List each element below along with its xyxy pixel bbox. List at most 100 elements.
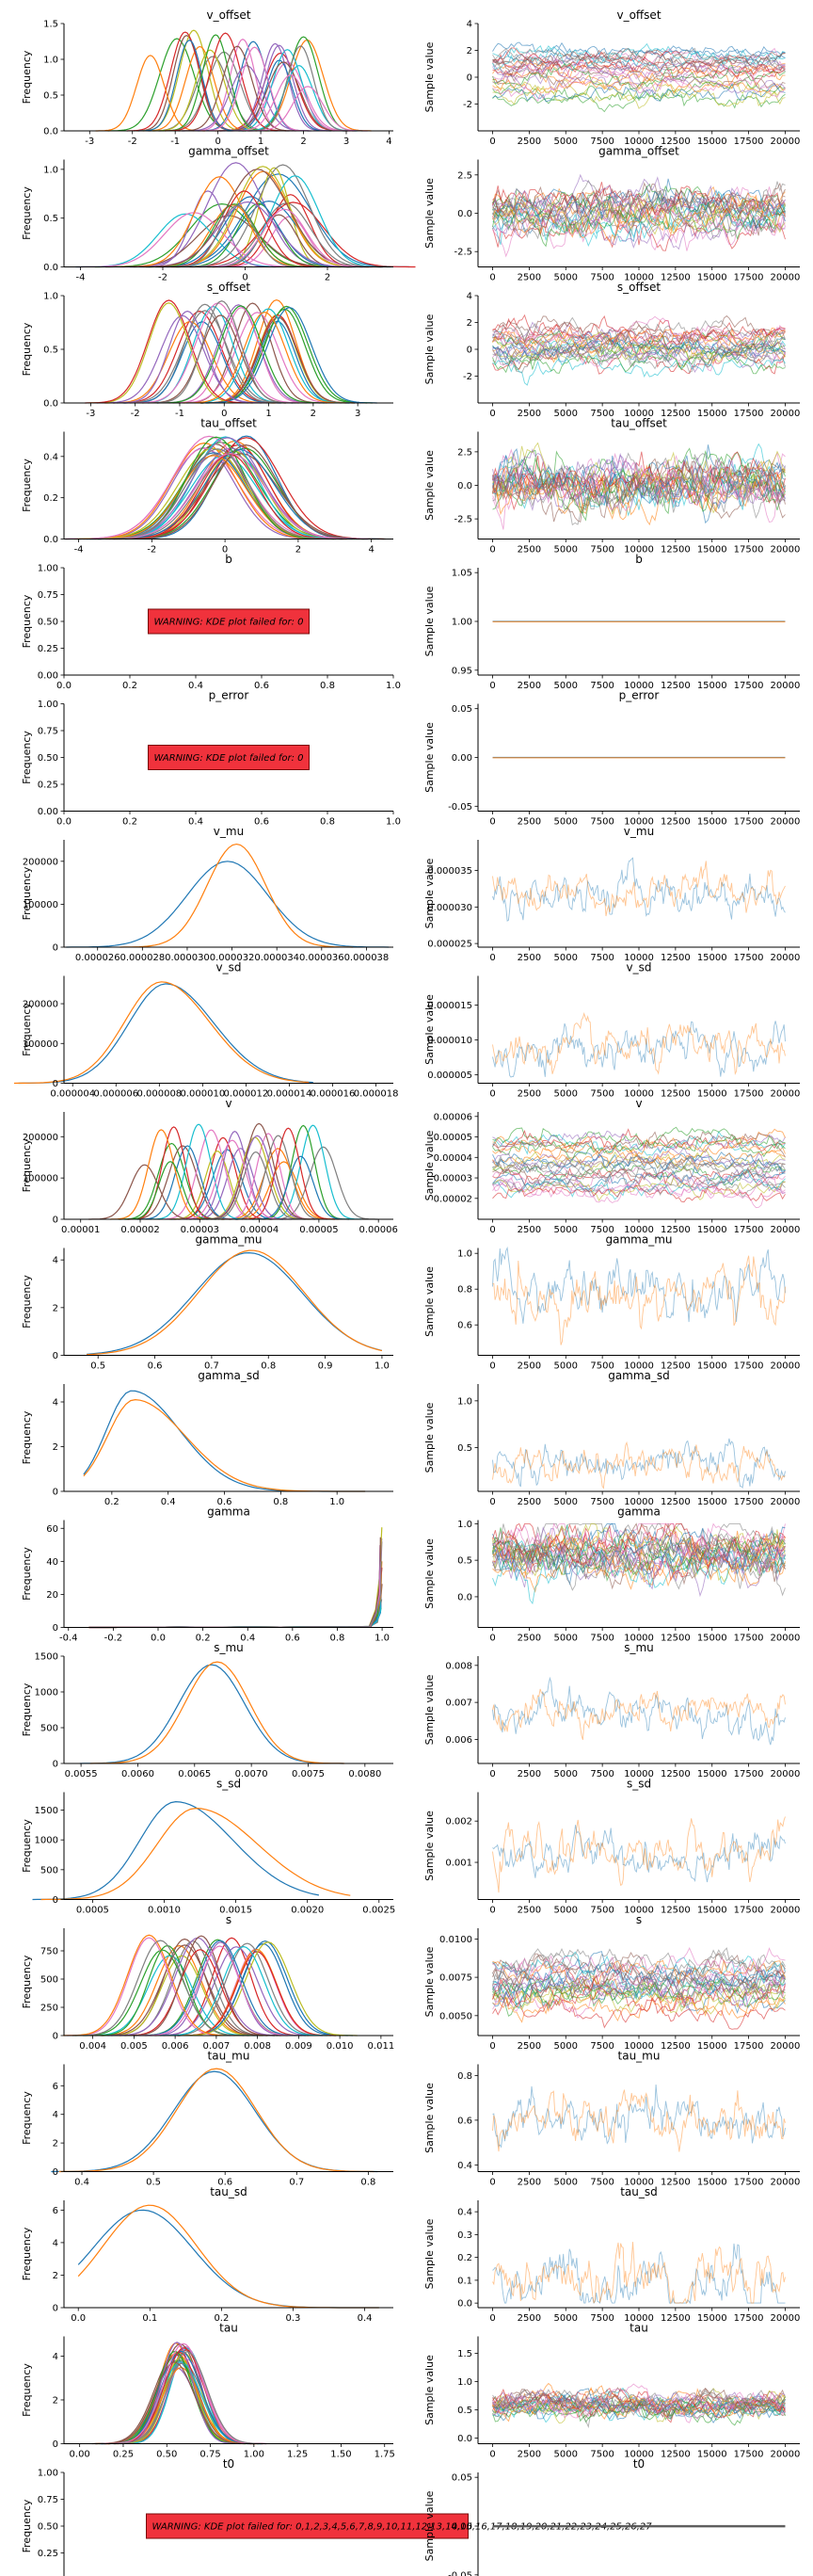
- density-curve: [150, 1123, 247, 1220]
- density-curve: [138, 1945, 301, 2037]
- subplot-s_mu-density: s_mu Frequency 0.0055 0.0060 0.0065 0.0070 0.0…: [21, 1641, 393, 1779]
- density-curve: [218, 61, 348, 132]
- x-tick-label: 2500: [518, 1906, 541, 1916]
- y-axis-label: Frequency: [21, 1955, 33, 2008]
- x-tick-label: 0.008: [244, 2041, 271, 2052]
- y-tick-label: 500: [40, 1975, 58, 1986]
- y-axis-label: Frequency: [21, 1682, 33, 1736]
- trace-line: [492, 451, 786, 498]
- x-tick-label: 20000: [771, 681, 801, 691]
- y-tick-label: 1000: [35, 1836, 58, 1846]
- y-tick-label: 1.00: [38, 700, 58, 710]
- x-tick-label: 7500: [590, 817, 614, 828]
- y-tick-label: 0.5: [457, 2406, 472, 2416]
- subplot-title: v: [635, 1097, 642, 1110]
- subplot-title: gamma_sd: [608, 1369, 670, 1382]
- x-tick-label: 0: [489, 1906, 495, 1916]
- density-curve: [152, 49, 268, 132]
- y-tick-label: 0.00005: [434, 1133, 472, 1143]
- x-tick-label: 20000: [771, 1089, 801, 1100]
- x-tick-label: 0: [489, 2178, 495, 2188]
- y-tick-label: 0.5: [43, 91, 58, 102]
- x-tick-label: 0.9: [318, 1361, 333, 1372]
- x-tick-label: 0.0075: [292, 1769, 325, 1779]
- trace-line: [492, 1438, 786, 1489]
- y-tick-label: 0.5: [43, 346, 58, 356]
- x-tick-label: 0.000006: [93, 1089, 138, 1100]
- x-tick-label: 10000: [624, 273, 654, 283]
- density-curve: [148, 300, 296, 404]
- trace-line: [492, 1522, 786, 1583]
- trace-line: [492, 2394, 786, 2423]
- trace-line: [492, 1131, 786, 1158]
- y-axis-label: Sample value: [423, 1402, 436, 1473]
- density-curve: [88, 1539, 382, 1629]
- density-curve: [63, 1934, 235, 2037]
- y-tick-label: 0.5: [457, 1556, 472, 1567]
- y-tick-label: 750: [40, 1947, 58, 1957]
- trace-line: [492, 1990, 786, 2023]
- x-tick-label: 0.2: [104, 1497, 120, 1507]
- x-tick-label: 5000: [554, 1769, 578, 1779]
- x-tick-label: 0: [489, 681, 495, 691]
- trace-line: [492, 1967, 786, 2009]
- y-tick-label: 0: [467, 346, 472, 356]
- y-tick-label: 0.25: [38, 781, 58, 791]
- plot-area: [75, 162, 416, 268]
- density-curve: [257, 1124, 350, 1220]
- x-tick-label: 0: [489, 953, 495, 963]
- y-tick-label: 0.00: [38, 807, 58, 817]
- density-curve: [73, 442, 335, 540]
- subplot-s-density: s Frequency 0.004 0.005 0.006 0.007 0.008 0.009…: [21, 1913, 394, 2052]
- x-tick-label: 7500: [590, 953, 614, 963]
- x-tick-label: 7500: [590, 681, 614, 691]
- x-tick-label: 5000: [554, 2450, 578, 2460]
- y-tick-label: 4: [53, 2110, 58, 2120]
- density-curve: [94, 2361, 254, 2445]
- y-tick-label: 2: [467, 46, 472, 56]
- x-tick-label: 10000: [624, 953, 654, 963]
- density-curve: [89, 1598, 381, 1629]
- y-tick-label: 4: [53, 2352, 58, 2362]
- subplot-title: v_mu: [214, 825, 244, 838]
- x-tick-label: 2: [300, 137, 306, 147]
- x-tick-label: 1.0: [386, 681, 401, 691]
- subplot-title: tau_offset: [200, 417, 257, 430]
- density-curve: [156, 305, 325, 404]
- y-tick-label: 0.000030: [427, 903, 472, 913]
- y-tick-label: 200000: [23, 1000, 58, 1010]
- x-tick-label: 0.0055: [65, 1769, 98, 1779]
- y-axis-label: Frequency: [21, 186, 33, 240]
- x-tick-label: 20000: [771, 2450, 801, 2460]
- trace-line: [492, 1975, 786, 2007]
- y-tick-label: 0.007: [445, 1699, 472, 1709]
- plot-area: [492, 173, 786, 258]
- subplot-gamma_mu-trace: gamma_mu Sample value 0 2500 5000 7500 10000 12…: [423, 1233, 800, 1372]
- density-curve: [88, 1164, 200, 1220]
- trace-line: [492, 1522, 786, 1572]
- trace-line: [492, 72, 786, 95]
- subplot-title: s: [636, 1913, 642, 1926]
- y-tick-label: 0.25: [38, 2549, 58, 2559]
- y-tick-label: 250: [40, 2004, 58, 2014]
- y-tick-label: 500: [40, 1724, 58, 1734]
- y-tick-label: 0.00003: [434, 1174, 472, 1184]
- y-tick-label: 1.0: [457, 1249, 472, 1260]
- x-tick-label: 0.0: [71, 2313, 86, 2324]
- x-tick-label: 5000: [554, 1225, 578, 1235]
- x-tick-label: 5000: [554, 2041, 578, 2052]
- x-tick-label: 0.75: [199, 2450, 220, 2460]
- x-tick-label: 0.25: [113, 2450, 134, 2460]
- plot-area: [492, 1012, 786, 1078]
- density-curve: [89, 1560, 382, 1629]
- trace-line: [492, 70, 786, 102]
- trace-line: [492, 1973, 786, 2015]
- density-curve: [121, 162, 350, 268]
- density-curve: [89, 1597, 382, 1629]
- x-tick-label: 0: [489, 137, 495, 147]
- trace-line: [492, 1255, 786, 1345]
- y-tick-label: 0.5: [43, 214, 58, 224]
- x-tick-label: 0.00003: [181, 1225, 219, 1235]
- x-tick-label: 0.011: [368, 2041, 395, 2052]
